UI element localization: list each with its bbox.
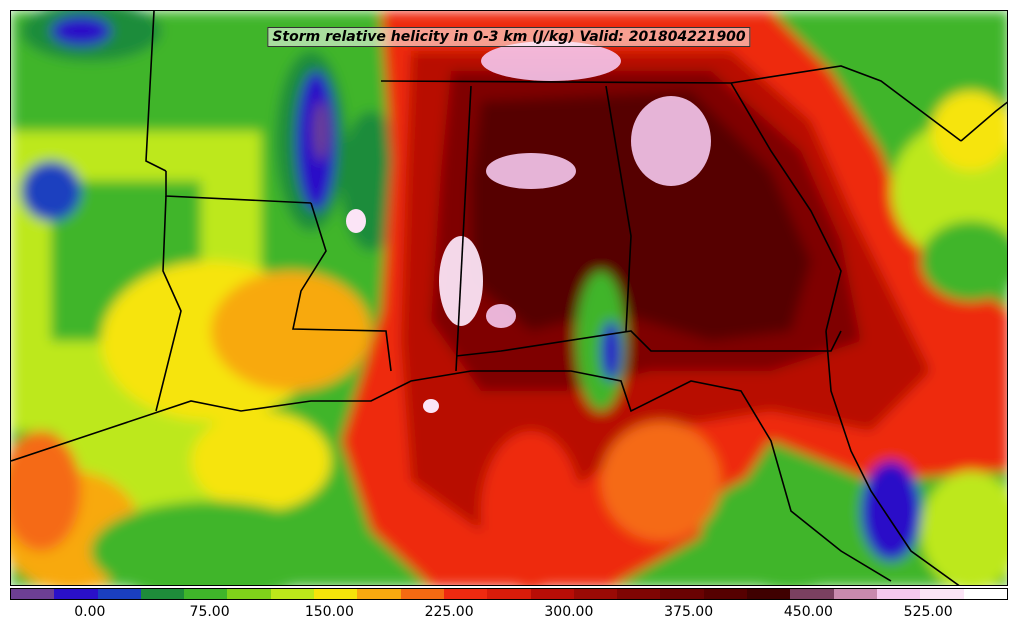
colorbar-segment xyxy=(833,589,877,599)
colorbar-segment xyxy=(357,589,401,599)
colorbar-tick-label: 375.00 xyxy=(664,604,714,620)
colorbar-segment xyxy=(573,589,618,599)
colorbar-tick-label: 150.00 xyxy=(304,604,354,620)
colorbar-segment xyxy=(184,589,228,599)
colorbar-segment xyxy=(400,589,444,599)
state-boundaries xyxy=(11,11,1007,585)
colorbar-segment xyxy=(747,589,791,599)
colorbar-tick-label: 0.00 xyxy=(74,604,106,620)
colorbar-segment xyxy=(54,589,98,599)
colorbar-segment xyxy=(703,589,748,599)
colorbar-tick-label: 75.00 xyxy=(189,604,230,620)
colorbar-ticks: 0.00 75.00 150.00 225.00 300.00 375.00 450.00 5… xyxy=(10,600,1008,630)
colorbar-segment xyxy=(790,589,834,599)
colorbar-segment xyxy=(487,589,531,599)
helicity-map xyxy=(11,11,1007,585)
colorbar-segment xyxy=(443,589,488,599)
colorbar-segment xyxy=(920,589,964,599)
colorbar-segment xyxy=(617,589,661,599)
colorbar-tick-label: 525.00 xyxy=(903,604,953,620)
colorbar-segment xyxy=(660,589,704,599)
high-helicity-cells xyxy=(346,41,711,413)
colorbar-segment xyxy=(314,589,358,599)
helicity-field xyxy=(11,11,1007,585)
colorbar-tick-label: 225.00 xyxy=(424,604,474,620)
colorbar-segment xyxy=(227,589,271,599)
colorbar-segment xyxy=(963,589,1007,599)
colorbar-segment xyxy=(270,589,315,599)
map-title: Storm relative helicity in 0-3 km (J/kg)… xyxy=(267,27,751,47)
colorbar-segment xyxy=(11,589,55,599)
colorbar xyxy=(10,588,1008,600)
colorbar-segment xyxy=(876,589,921,599)
colorbar-tick-label: 300.00 xyxy=(544,604,594,620)
colorbar-segment xyxy=(140,589,185,599)
colorbar-segment xyxy=(97,589,141,599)
colorbar-tick-label: 450.00 xyxy=(783,604,833,620)
map-panel: Storm relative helicity in 0-3 km (J/kg)… xyxy=(10,10,1008,586)
colorbar-segment xyxy=(530,589,574,599)
